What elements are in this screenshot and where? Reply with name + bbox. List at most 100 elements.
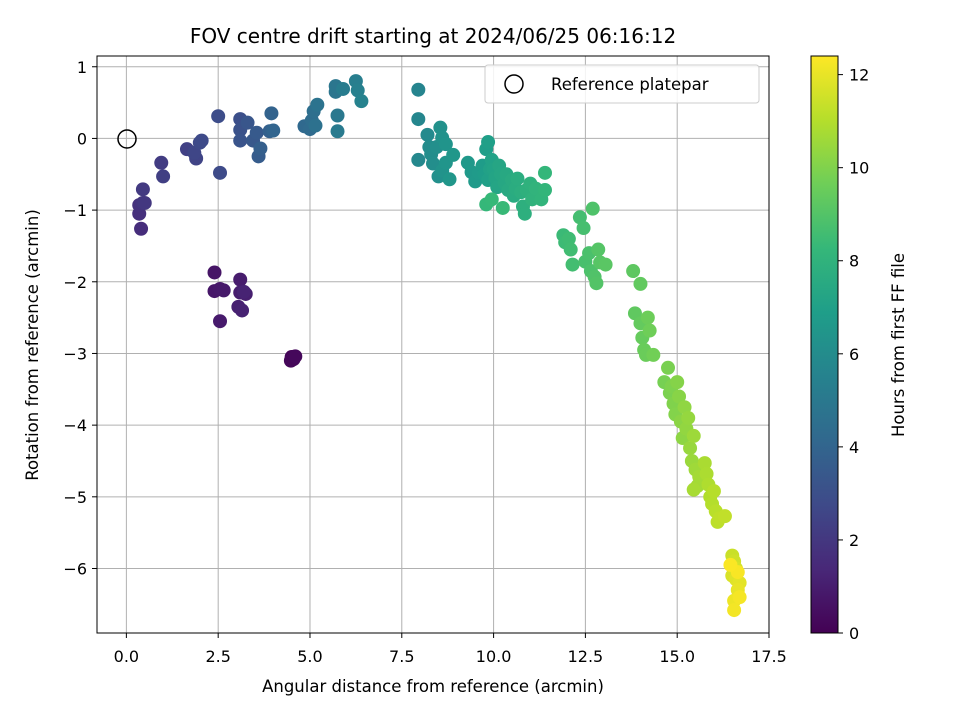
x-tick-label: 0.0 [114,647,139,666]
x-axis-title: Angular distance from reference (arcmin) [262,677,604,696]
data-point [235,303,250,318]
legend: Reference platepar [484,64,760,104]
data-point [626,264,641,279]
data-point [633,276,648,291]
x-tick-label: 17.5 [751,647,787,666]
data-point [717,509,732,524]
data-point [706,484,721,499]
data-point [589,276,604,291]
data-point [699,466,714,481]
data-point [640,310,655,325]
y-tick-label: −1 [63,201,87,220]
data-point [266,123,281,138]
data-point [723,557,738,572]
data-point [240,115,255,130]
colorbar-tick-label: 8 [849,252,859,271]
colorbar-tick-label: 12 [849,66,869,85]
data-point [213,165,228,180]
data-point [576,221,591,236]
data-point [683,441,698,456]
legend-marker [504,74,524,94]
y-tick-label: −5 [63,488,87,507]
data-point [233,133,248,148]
data-point [591,242,606,257]
data-point [233,272,248,287]
data-point [484,192,499,207]
data-point [686,482,701,497]
data-point [481,135,496,150]
y-tick-label: −4 [63,416,87,435]
reference-marker [117,129,137,149]
data-point [350,83,365,98]
data-point [538,183,552,198]
data-point [681,410,696,425]
data-point [135,182,150,197]
y-axis-ticks: 1 0 −1 −2 −3 −4 −5 −6 [63,58,97,578]
data-point [677,400,692,415]
colorbar-tick-label: 6 [849,345,859,364]
data-point [572,210,587,225]
data-point [686,428,701,443]
data-point [697,456,712,471]
data-point [495,200,510,215]
data-point [598,257,613,272]
colorbar-tick-label: 10 [849,159,869,178]
x-axis-ticks: 0.0 2.5 5.0 7.5 10.0 12.5 15.0 17.5 [114,633,787,666]
data-point [517,206,532,221]
y-tick-label: −6 [63,559,87,578]
data-point [561,231,576,246]
colorbar-tick-label: 0 [849,624,859,643]
y-axis-title: Rotation from reference (arcmin) [23,209,42,481]
data-point [672,389,687,404]
data-point [411,112,426,127]
data-point [411,152,426,167]
data-point [732,590,747,605]
data-point [216,283,231,298]
data-point [308,118,323,133]
x-tick-label: 12.5 [568,647,604,666]
data-point [213,314,228,329]
data-point [236,284,251,299]
data-point [336,81,351,96]
y-tick-label: 0 [77,129,87,148]
chart-title: FOV centre drift starting at 2024/06/25 … [190,24,676,48]
x-tick-label: 2.5 [205,647,230,666]
legend-label: Reference platepar [551,75,709,94]
data-point [249,125,264,140]
data-point [207,265,222,280]
colorbar-ticks: 0 2 4 6 8 10 12 [838,66,869,643]
data-point [156,169,171,184]
data-point [661,360,676,375]
colorbar-tick-label: 2 [849,531,859,550]
legend-box [484,64,760,104]
data-point [253,141,268,156]
data-points [132,74,747,618]
data-point [727,603,742,618]
data-point [442,172,457,187]
colorbar [810,55,839,634]
data-point [194,133,209,148]
y-tick-label: −2 [63,273,87,292]
data-point [670,375,685,390]
data-point [510,171,525,186]
data-point [264,106,279,121]
x-tick-label: 15.0 [659,647,695,666]
data-point [154,155,169,170]
y-tick-label: 1 [77,58,87,77]
data-point [642,323,657,338]
data-point [446,147,461,162]
x-tick-label: 10.0 [476,647,512,666]
data-point [354,94,369,109]
data-point [411,82,426,97]
data-point [420,127,435,142]
x-tick-label: 5.0 [297,647,322,666]
data-point [310,97,325,112]
data-point [563,242,578,257]
data-point [288,349,303,364]
data-point [585,201,600,216]
data-point [646,347,661,362]
y-tick-label: −3 [63,344,87,363]
colorbar-title: Hours from first FF file [889,253,908,437]
